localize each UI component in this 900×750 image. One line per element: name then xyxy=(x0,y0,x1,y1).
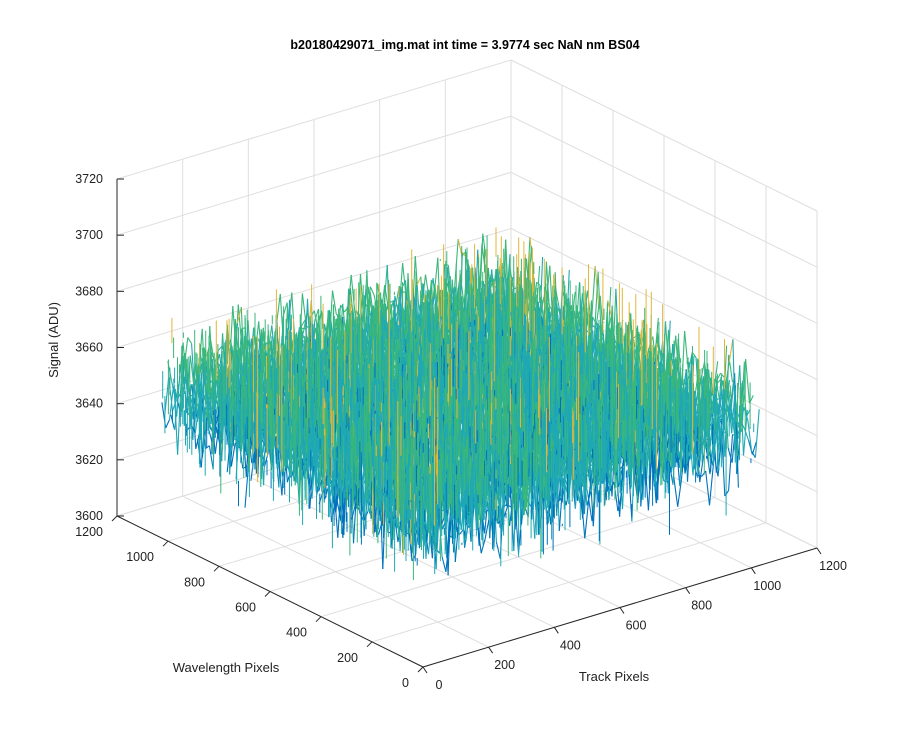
surface-mesh-line xyxy=(203,347,209,428)
y-tick-mark xyxy=(366,641,373,648)
surface-plot xyxy=(161,227,760,581)
grid-line xyxy=(116,59,512,180)
surface-mesh-line xyxy=(331,290,337,315)
surface-mesh-line xyxy=(561,326,567,334)
y-tick-mark xyxy=(213,565,220,572)
grid-line xyxy=(116,171,512,292)
y-tick-mark xyxy=(264,591,271,597)
surface-mesh-line xyxy=(416,276,422,286)
grid-line xyxy=(116,115,512,236)
grid-line xyxy=(510,59,818,212)
surface-mesh-line xyxy=(187,337,193,344)
x-tick-mark xyxy=(488,646,494,654)
surface-mesh-line xyxy=(176,365,182,417)
grid-line xyxy=(510,115,818,268)
surface-mesh-line xyxy=(199,347,205,397)
surface-mesh-line xyxy=(189,355,195,388)
grid-line xyxy=(510,228,818,380)
x-tick-mark xyxy=(816,547,822,555)
y-tick-mark xyxy=(111,515,118,522)
surface-mesh-line xyxy=(433,257,439,297)
x-tick-mark xyxy=(422,666,428,674)
surface-mesh-line xyxy=(592,316,597,325)
surface-mesh-line xyxy=(434,314,440,323)
axes xyxy=(111,178,822,674)
x-tick-mark xyxy=(685,587,691,594)
surface-mesh-line xyxy=(165,419,171,429)
grid-line xyxy=(116,228,512,348)
surface-mesh-line xyxy=(314,308,320,322)
surface-mesh-line xyxy=(301,319,306,327)
surface-mesh-line xyxy=(595,295,601,325)
surface-mesh-line xyxy=(230,442,236,467)
surface-mesh-line xyxy=(424,274,430,300)
surface-mesh-line xyxy=(208,445,214,470)
surface-mesh-line xyxy=(275,293,281,325)
grid-line xyxy=(371,522,767,643)
surface-mesh-line xyxy=(593,272,599,339)
y-tick-mark xyxy=(315,616,322,623)
surface-mesh-line xyxy=(236,306,242,324)
x-tick-mark xyxy=(553,627,559,634)
surface-mesh-line xyxy=(390,300,395,303)
x-tick-mark xyxy=(619,607,625,614)
surface-mesh-line xyxy=(369,286,375,296)
surface-mesh-line xyxy=(168,377,174,411)
grid-line xyxy=(320,497,716,618)
surface-mesh-line xyxy=(205,445,210,450)
x-tick-mark xyxy=(750,567,756,575)
grid-line xyxy=(510,171,818,324)
y-tick-mark xyxy=(417,666,424,673)
y-tick-mark xyxy=(162,540,169,547)
surface-mesh-line xyxy=(536,281,541,287)
